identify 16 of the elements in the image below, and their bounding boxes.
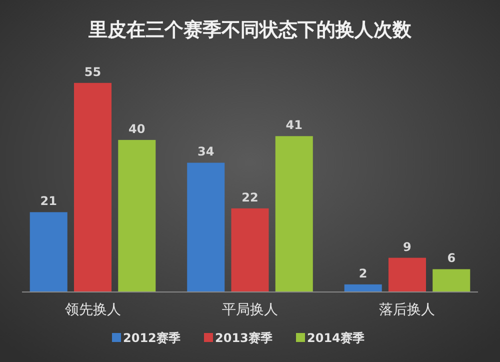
data-label: 6: [447, 251, 456, 266]
legend-label: 2014赛季: [307, 331, 366, 345]
data-label: 2: [358, 266, 368, 280]
legend-label: 2012赛季: [123, 331, 182, 345]
x-tick-label: 领先换人: [64, 302, 121, 318]
chart-title: 里皮在三个赛季不同状态下的换人次数: [88, 19, 412, 41]
data-label: 55: [84, 64, 102, 79]
data-label: 34: [198, 144, 214, 159]
data-label: 22: [242, 190, 258, 204]
data-label: 40: [128, 122, 146, 136]
legend-label: 2013赛季: [215, 331, 274, 345]
x-tick-label: 落后换人: [379, 302, 436, 318]
data-label: 21: [40, 194, 57, 208]
data-label: 41: [286, 118, 302, 132]
data-label: 9: [403, 240, 412, 254]
x-tick-label: 平局换人: [222, 302, 278, 318]
